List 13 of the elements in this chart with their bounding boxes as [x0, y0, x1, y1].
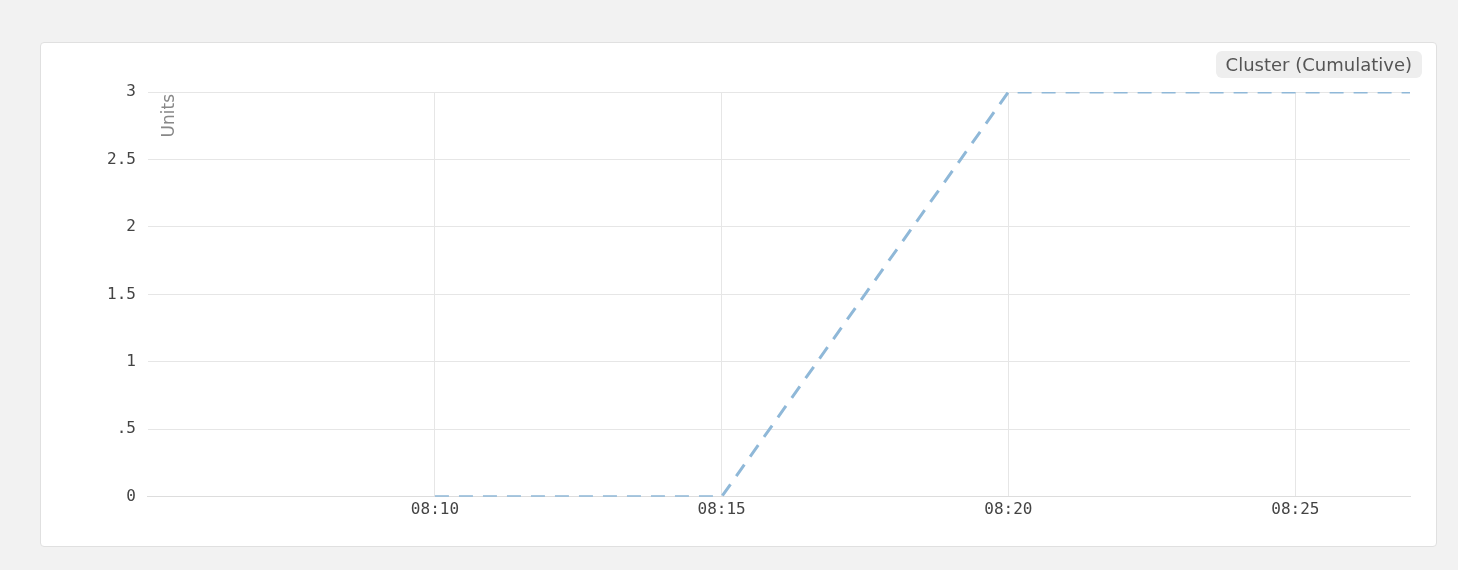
y-tick-label: 3 — [126, 81, 136, 101]
y-tick-label: 1 — [126, 351, 136, 371]
y-tick-label: .5 — [116, 418, 136, 438]
x-tick-label: 08:25 — [1271, 498, 1320, 518]
x-tick-label: 08:15 — [697, 498, 746, 518]
y-tick-label: 1.5 — [106, 283, 136, 303]
x-tick-label: 08:10 — [410, 498, 460, 518]
y-tick-label: 2 — [126, 216, 136, 236]
chart-title: Cluster (Cumulative) — [1215, 51, 1422, 78]
y-tick-label: 0 — [126, 485, 136, 505]
y-axis-title: Units — [158, 93, 179, 138]
y-tick-label: 2.5 — [106, 148, 136, 168]
x-tick-label: 08:20 — [984, 498, 1033, 518]
